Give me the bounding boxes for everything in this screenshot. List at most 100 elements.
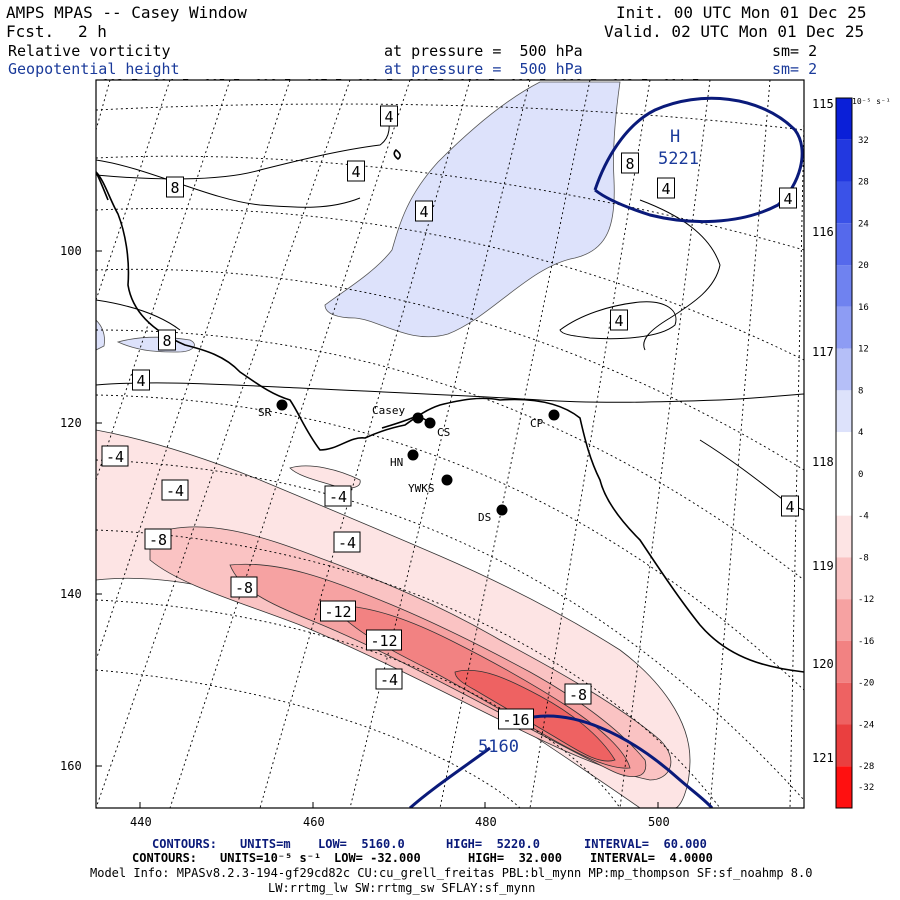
- station-label: YWKS: [408, 482, 435, 495]
- high-height-value: 5221: [658, 149, 699, 169]
- contour-label: -8: [149, 531, 167, 549]
- colorbar-level-label: -16: [858, 637, 874, 647]
- station-label: SR: [258, 406, 272, 419]
- colorbar-swatch: [836, 181, 852, 224]
- y-axis-tick-label: 100: [60, 244, 82, 258]
- contour-label: 4: [661, 180, 670, 198]
- colorbar-swatch: [836, 348, 852, 391]
- forecast-label: Fcst.: [6, 22, 55, 41]
- colorbar-swatch: [836, 139, 852, 182]
- x-axis-tick-label: 440: [130, 815, 152, 829]
- station-marker: [441, 474, 453, 486]
- contour-label: -16: [502, 711, 529, 729]
- contour-label: 4: [419, 203, 428, 221]
- colorbar-frame: [835, 97, 853, 809]
- lat-lon-grid: [96, 80, 804, 808]
- contour-label-box: [415, 200, 433, 222]
- contour-label: 4: [614, 312, 623, 330]
- contour-label-box: [375, 668, 403, 690]
- contour-label-box: [610, 309, 628, 331]
- station-marker: [496, 504, 508, 516]
- contour-label: 4: [783, 190, 792, 208]
- contour-label-box: [621, 152, 639, 174]
- contour-label-box: [498, 708, 534, 730]
- station-label: HN: [390, 456, 403, 469]
- colorbar-level-label: 12: [858, 345, 869, 355]
- contour-label-layer: 4 4 8 4 8 4 4 8 4 4 4 -4 -4 -4 -8 -4 -8 -12 -12 -4 -8 -16: [101, 105, 799, 730]
- colorbar-level-label: -12: [858, 595, 874, 605]
- y-axis-tick-label: 140: [60, 587, 82, 601]
- field2-name: Geopotential height: [8, 60, 180, 78]
- station-label: CP: [530, 417, 544, 430]
- contour-label-box: [320, 600, 356, 622]
- contour-label-box: [779, 187, 797, 209]
- contour-label-box: [144, 528, 172, 550]
- colorbar-swatch: [836, 98, 852, 140]
- colorbar-swatch: [836, 306, 852, 349]
- contour-label: -4: [329, 488, 347, 506]
- x-axis-tick-label: 460: [303, 815, 325, 829]
- contour-label-box: [564, 683, 592, 705]
- colorbar: 10⁻⁵ s⁻¹ 32 28 24 20 16 12 8 4 0 -4 -8 -12 -16 -20 -24 -…: [835, 97, 891, 809]
- contour-label-box: [166, 176, 184, 198]
- station-marker: [276, 399, 288, 411]
- contour-label-box: [161, 479, 189, 501]
- colorbar-swatch: [836, 473, 852, 516]
- station-label: DS: [478, 511, 491, 524]
- colorbar-level-label: 32: [858, 136, 869, 146]
- colorbar-swatch: [836, 557, 852, 600]
- init-time: Init. 00 UTC Mon 01 Dec 25: [616, 3, 867, 22]
- contour-label: 8: [162, 332, 171, 350]
- valid-time: Valid. 02 UTC Mon 01 Dec 25: [604, 22, 865, 41]
- contour-label: -4: [106, 448, 124, 466]
- vort-contour-high: HIGH= 32.000: [468, 851, 562, 865]
- contour-label: 4: [384, 108, 393, 126]
- station-layer: SR Casey CS CP HN YWKS DS: [258, 399, 560, 524]
- contour-label-box: [781, 495, 799, 517]
- field1-name: Relative vorticity: [8, 42, 171, 60]
- colorbar-level-label: 20: [858, 261, 869, 271]
- y-axis-tick-label: 160: [60, 759, 82, 773]
- field1-smoothing: sm= 2: [772, 42, 818, 60]
- station-marker: [548, 409, 560, 421]
- contour-label-box: [230, 576, 258, 598]
- contour-label: 4: [136, 372, 145, 390]
- colorbar-swatch: [836, 432, 852, 474]
- contour-label-box: [132, 369, 150, 391]
- station-label: CS: [437, 426, 450, 439]
- station-marker: [407, 449, 419, 461]
- colorbar-swatch: [836, 390, 852, 433]
- vort-contour-units: UNITS=10⁻⁵ s⁻¹: [220, 851, 322, 865]
- colorbar-unit: 10⁻⁵ s⁻¹: [852, 97, 891, 106]
- vort-contour-low: LOW= -32.000: [334, 851, 421, 865]
- contour-label: -8: [569, 686, 587, 704]
- colorbar-level-label: -8: [858, 553, 869, 563]
- model-info: Model Info: MPASv8.2.3-194-gf29cd82c CU:…: [90, 866, 813, 880]
- contour-label: -12: [370, 632, 397, 650]
- geopotential-height-contours: [408, 96, 804, 808]
- colorbar-swatch: [836, 640, 852, 683]
- model-info-physics: LW:rrtmg_lw SW:rrtmg_sw SFLAY:sf_mynn: [268, 881, 536, 895]
- contour-label-box: [347, 160, 365, 182]
- contour-label: 4: [785, 498, 794, 516]
- contour-label: -12: [324, 603, 351, 621]
- height-contour-low: LOW= 5160.0: [318, 837, 405, 851]
- contour-label-box: [657, 177, 675, 199]
- colorbar-level-label: -20: [858, 679, 874, 689]
- station-marker: [412, 412, 424, 424]
- height-contour-units: UNITS=m: [240, 837, 291, 851]
- field2-pressure: at pressure = 500 hPa: [384, 60, 583, 78]
- colorbar-level-label: 28: [858, 178, 869, 188]
- colorbar-swatch: [836, 265, 852, 307]
- colorbar-swatch: [836, 515, 852, 558]
- colorbar-level-label: 24: [858, 219, 869, 229]
- plot-frame: [95, 79, 805, 809]
- negative-vorticity-shading: [96, 418, 701, 808]
- colorbar-level-label: 4: [858, 428, 863, 438]
- x-axis-tick-label: 480: [475, 815, 497, 829]
- low-height-value: 5160: [478, 737, 519, 757]
- colorbar-swatch: [836, 682, 852, 725]
- station-label: Casey: [372, 404, 405, 417]
- height-contour-interval: INTERVAL= 60.000: [584, 837, 707, 851]
